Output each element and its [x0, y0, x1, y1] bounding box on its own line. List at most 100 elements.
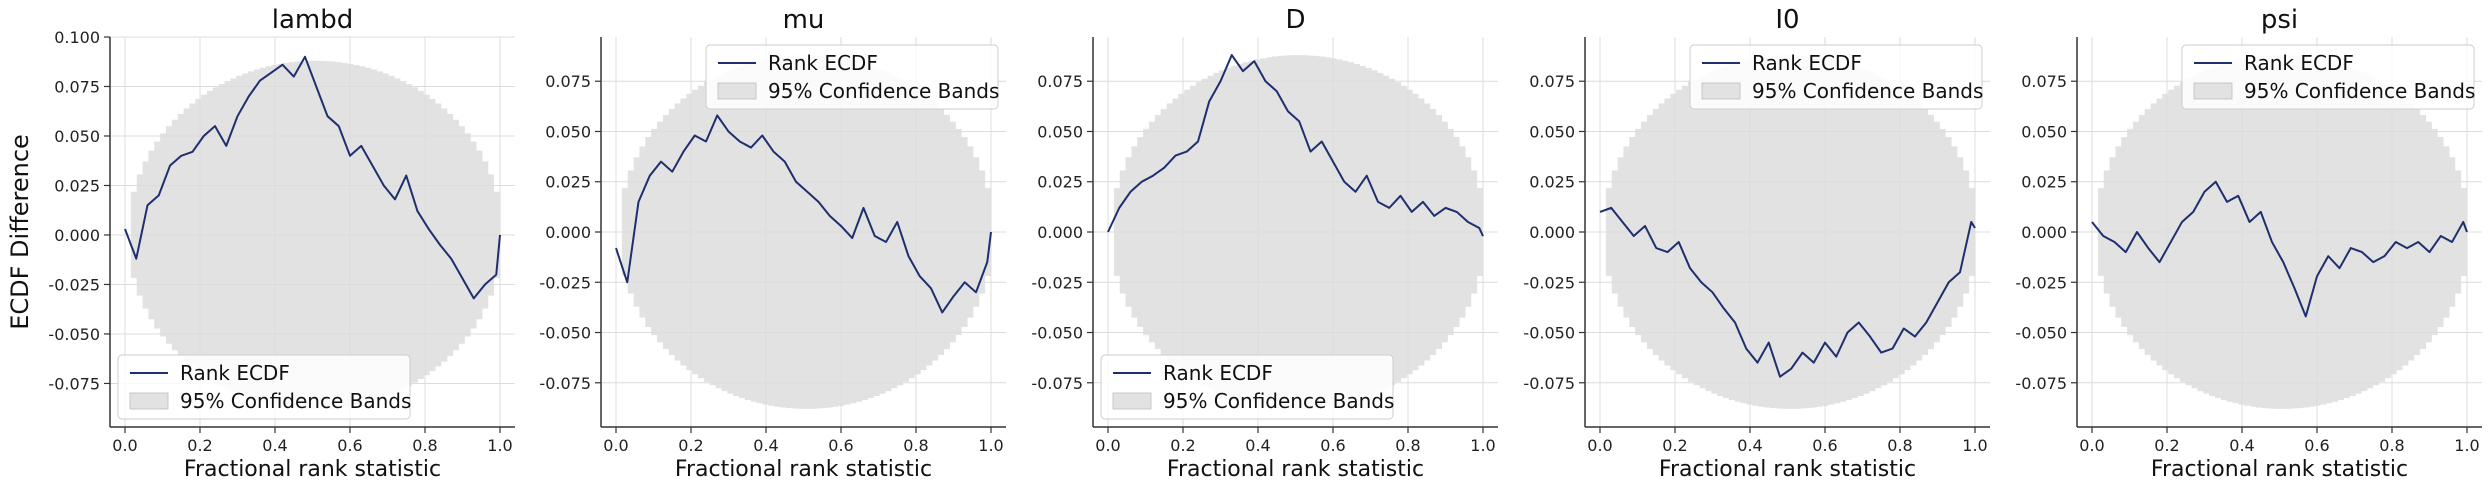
x-tick-label: 0.6	[2304, 436, 2329, 455]
legend-label: 95% Confidence Bands	[180, 389, 411, 413]
legend-band-swatch	[129, 392, 169, 410]
series-line	[1599, 206, 1976, 378]
x-tick-label: 0.2	[187, 436, 212, 455]
y-tick-label: -0.025	[1031, 273, 1083, 292]
y-tick-label: -0.050	[2015, 324, 2067, 343]
chart-panel-i0: 0.0 0.2 0.4 0.6 0.8 1.0 0.075 0.050 0.025 0.000 -0…	[1523, 5, 1990, 482]
legend-band-swatch	[1112, 392, 1152, 410]
x-tick-label: 0.0	[1587, 436, 1612, 455]
x-tick-label: 0.0	[1095, 436, 1120, 455]
chart-panel-mu: 0.0 0.2 0.4 0.6 0.8 1.0 0.075 0.050 0.025 0.000 -0…	[539, 5, 1006, 482]
y-tick-label: 0.000	[54, 226, 100, 245]
chart-panel-psi: 0.0 0.2 0.4 0.6 0.8 1.0 0.075 0.050 0.025 0.000 -0…	[2015, 5, 2482, 482]
y-tick-label: -0.075	[1523, 374, 1575, 393]
x-tick-label: 1.0	[2454, 436, 2479, 455]
x-axis-label: Fractional rank statistic	[675, 457, 932, 482]
legend-band-swatch	[717, 82, 757, 100]
chart-title: mu	[783, 5, 825, 35]
y-tick-label: 0.000	[1037, 223, 1083, 242]
y-tick-label: 0.075	[1037, 72, 1083, 91]
y-tick-label: 0.000	[1529, 223, 1575, 242]
legend: Rank ECDF 95% Confidence Bands	[1689, 44, 1983, 110]
legend-label: Rank ECDF	[1163, 361, 1273, 385]
legend-label: Rank ECDF	[180, 361, 290, 385]
y-tick-label: 0.050	[1037, 122, 1083, 141]
y-tick-label: -0.050	[1523, 324, 1575, 343]
chart-panel-lambd: 0.0 0.2 0.4 0.6 0.8 1.0 0.100 0.075 0.050 0.025 0.…	[48, 5, 515, 482]
y-tick-label: -0.050	[48, 325, 100, 344]
x-axis-label: Fractional rank statistic	[184, 457, 441, 482]
x-tick-label: 0.2	[678, 436, 703, 455]
y-tick-label: -0.025	[48, 275, 100, 294]
legend: Rank ECDF 95% Confidence Bands	[1100, 354, 1394, 420]
legend-label: 95% Confidence Bands	[1163, 389, 1394, 413]
x-tick-label: 1.0	[978, 436, 1003, 455]
legend-label: Rank ECDF	[768, 51, 878, 75]
x-axis-label: Fractional rank statistic	[1167, 457, 1424, 482]
x-tick-label: 0.6	[1812, 436, 1837, 455]
chart-title: D	[1285, 5, 1305, 35]
series-line	[1107, 54, 1484, 237]
x-tick-label: 0.4	[1737, 436, 1762, 455]
y-tick-label: -0.025	[1523, 273, 1575, 292]
x-tick-label: 0.4	[1245, 436, 1270, 455]
y-tick-label: 0.050	[54, 127, 100, 146]
x-tick-label: 0.6	[337, 436, 362, 455]
y-tick-label: 0.050	[545, 122, 591, 141]
x-tick-label: 0.8	[903, 436, 928, 455]
legend-box	[705, 44, 999, 110]
y-tick-label: -0.075	[2015, 374, 2067, 393]
legend-label: Rank ECDF	[2244, 51, 2354, 75]
legend-label: 95% Confidence Bands	[768, 79, 999, 103]
legend-box	[117, 354, 411, 420]
x-tick-label: 0.8	[1887, 436, 1912, 455]
x-tick-label: 0.4	[2229, 436, 2254, 455]
x-tick-label: 0.2	[1662, 436, 1687, 455]
x-tick-label: 0.6	[828, 436, 853, 455]
series-line	[2091, 180, 2468, 318]
y-tick-label: 0.075	[54, 77, 100, 96]
y-tick-label: 0.000	[2021, 223, 2067, 242]
legend-box	[2181, 44, 2475, 110]
y-tick-label: 0.075	[2021, 72, 2067, 91]
x-tick-label: 0.4	[262, 436, 287, 455]
series-line	[615, 114, 992, 314]
legend-label: Rank ECDF	[1752, 51, 1862, 75]
x-tick-label: 0.8	[1395, 436, 1420, 455]
x-tick-label: 0.8	[412, 436, 437, 455]
legend: Rank ECDF 95% Confidence Bands	[705, 44, 999, 110]
y-tick-label: -0.075	[1031, 374, 1083, 393]
y-tick-label: -0.075	[539, 374, 591, 393]
x-tick-label: 0.8	[2379, 436, 2404, 455]
legend-label: 95% Confidence Bands	[1752, 79, 1983, 103]
legend: Rank ECDF 95% Confidence Bands	[2181, 44, 2475, 110]
legend-box	[1689, 44, 1983, 110]
y-tick-label: 0.075	[545, 72, 591, 91]
x-tick-label: 0.2	[2154, 436, 2179, 455]
x-tick-label: 0.0	[112, 436, 137, 455]
x-tick-label: 0.0	[2079, 436, 2104, 455]
series-line	[124, 55, 501, 300]
y-tick-label: 0.025	[545, 173, 591, 192]
x-tick-label: 0.2	[1170, 436, 1195, 455]
y-tick-label: -0.025	[2015, 273, 2067, 292]
legend-box	[1100, 354, 1394, 420]
x-tick-label: 1.0	[1962, 436, 1987, 455]
y-tick-label: 0.025	[54, 176, 100, 195]
legend-band-swatch	[2193, 82, 2233, 100]
x-axis-label: Fractional rank statistic	[2151, 457, 2408, 482]
y-tick-label: -0.050	[539, 324, 591, 343]
y-tick-label: 0.025	[2021, 173, 2067, 192]
y-tick-label: 0.025	[1529, 173, 1575, 192]
chart-panel-d: 0.0 0.2 0.4 0.6 0.8 1.0 0.075 0.050 0.025 0.000 -0…	[1031, 5, 1498, 482]
legend: Rank ECDF 95% Confidence Bands	[117, 354, 411, 420]
y-tick-label: -0.075	[48, 374, 100, 393]
y-tick-label: 0.025	[1037, 173, 1083, 192]
y-tick-label: 0.000	[545, 223, 591, 242]
y-axis-label: ECDF Difference	[6, 134, 34, 330]
chart-title: I0	[1775, 5, 1799, 35]
y-tick-label: 0.050	[2021, 122, 2067, 141]
x-tick-label: 0.6	[1320, 436, 1345, 455]
y-tick-label: -0.050	[1031, 324, 1083, 343]
